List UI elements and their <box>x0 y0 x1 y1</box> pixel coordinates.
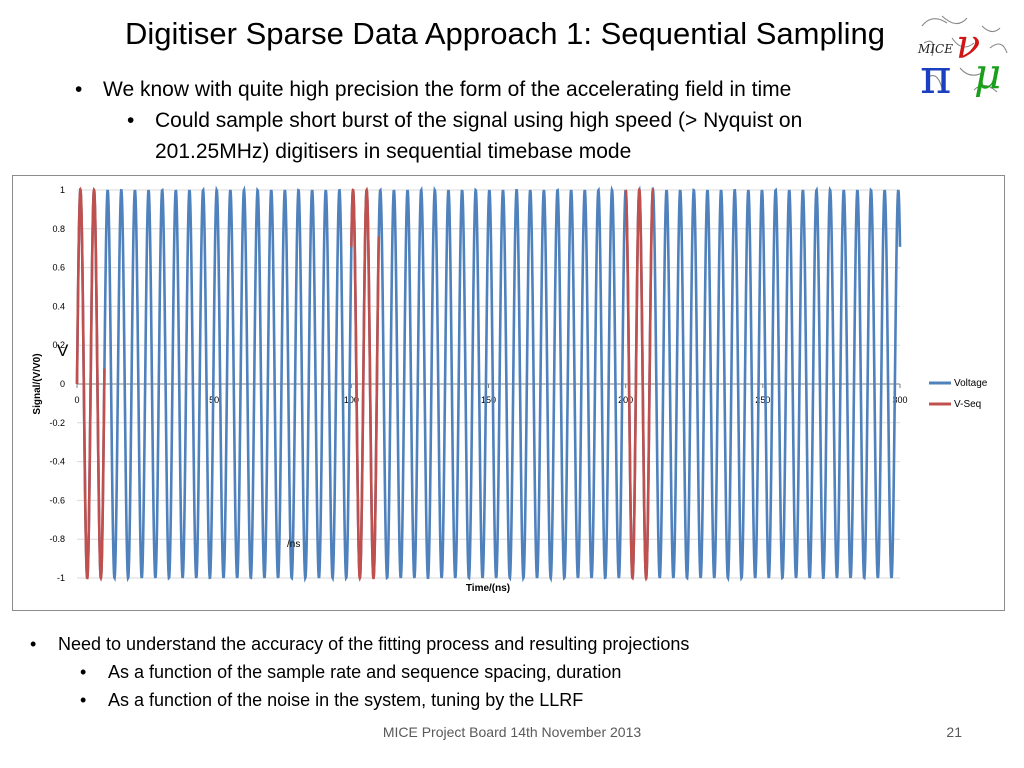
bullet-text: As a function of the sample rate and seq… <box>108 662 622 682</box>
mice-logo: MICE π ν μ <box>917 15 1008 100</box>
x-tick-label: 300 <box>892 395 907 405</box>
chart-legend: Voltage V-Seq <box>929 378 988 410</box>
sub-bullet-item: • Could sample short burst of the signal … <box>127 105 903 167</box>
x-tick-label: 150 <box>481 395 496 405</box>
x-tick-label: 250 <box>755 395 770 405</box>
annotation-ns: /ns <box>287 539 300 550</box>
page-number: 21 <box>946 724 962 740</box>
y-tick-label: 0 <box>60 379 65 389</box>
bottom-bullet-list: • Need to understand the accuracy of the … <box>30 630 958 714</box>
legend-label-v-seq: V-Seq <box>954 399 981 410</box>
y-tick-label: 0.6 <box>52 263 65 273</box>
x-axis-label: Time/(ns) <box>466 583 510 594</box>
bullet-marker: • <box>80 690 87 710</box>
bullet-item: • We know with quite high precision the f… <box>75 74 903 105</box>
y-tick-label: 1 <box>60 185 65 195</box>
y-tick-label: -0.6 <box>49 495 65 505</box>
y-tick-label: 0.4 <box>52 301 65 311</box>
y-tick-labels: 1 0.8 0.6 0.4 0.2 0 -0.2 -0.4 -0.6 -0.8 -1 <box>49 185 65 583</box>
y-tick-label: -0.8 <box>49 534 65 544</box>
x-tick-label: 100 <box>344 395 359 405</box>
y-tick-label: -0.2 <box>49 418 65 428</box>
bullet-marker: • <box>75 78 83 101</box>
legend-label-voltage: Voltage <box>954 378 988 389</box>
mu-symbol-icon: μ <box>974 49 1001 98</box>
v-seq-segment <box>624 186 655 582</box>
bullet-text: Could sample short burst of the signal u… <box>155 109 803 163</box>
annotation-v: V <box>57 341 69 360</box>
mice-text: MICE <box>917 42 953 56</box>
nu-symbol-icon: ν <box>956 22 980 68</box>
bullet-marker: • <box>127 109 135 132</box>
x-tick-label: 200 <box>618 395 633 405</box>
slide-title: Digitiser Sparse Data Approach 1: Sequen… <box>125 16 885 51</box>
pi-symbol-icon: π <box>920 49 952 100</box>
x-tick-label: 0 <box>74 395 79 405</box>
sub-bullet-item: • As a function of the sample rate and se… <box>80 658 958 686</box>
bullet-marker: • <box>80 662 87 682</box>
series-v-seq-lines <box>75 186 655 582</box>
y-axis-label: Signal/(V/V0) <box>32 353 43 414</box>
slide-footer: MICE Project Board 14th November 2013 <box>382 724 642 740</box>
bullet-marker: • <box>30 634 37 654</box>
signal-chart: 1 0.8 0.6 0.4 0.2 0 -0.2 -0.4 -0.6 -0.8 -1 0 50 100 1… <box>12 175 1005 611</box>
y-tick-label: -1 <box>57 573 65 583</box>
y-tick-label: -0.4 <box>49 457 65 467</box>
sub-bullet-item: • As a function of the noise in the syste… <box>80 686 958 714</box>
bullet-item: • Need to understand the accuracy of the … <box>30 630 958 658</box>
bullet-text: As a function of the noise in the system… <box>108 690 584 710</box>
v-seq-segment <box>350 186 381 582</box>
v-seq-segment <box>75 186 106 582</box>
y-tick-label: 0.8 <box>52 224 65 234</box>
series-voltage-line <box>75 185 902 583</box>
chart-svg: 10.80.60.40.20-0.2-0.4-0.6-0.8-1 0 50 100 1… <box>32 185 988 594</box>
bullet-text: Need to understand the accuracy of the f… <box>58 634 690 654</box>
top-bullet-list: • We know with quite high precision the f… <box>75 74 903 167</box>
y-tick-label: 0.2 <box>52 340 65 350</box>
bullet-text: We know with quite high precision the fo… <box>103 78 792 101</box>
